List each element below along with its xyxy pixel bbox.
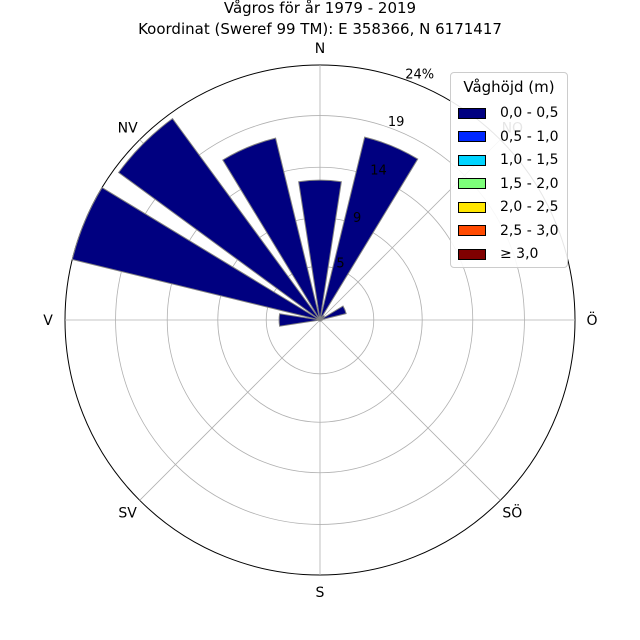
radial-tick-labels: 5 9 14 19 24% xyxy=(336,67,434,271)
chart-title: Vågros för år 1979 - 2019 xyxy=(224,0,416,17)
legend-title: Våghöjd (m) xyxy=(463,78,555,96)
legend-entry: 1,5 - 2,0 xyxy=(458,175,558,193)
direction-label: SÖ xyxy=(502,503,522,521)
direction-label: SV xyxy=(118,505,137,521)
radial-tick-label: 24% xyxy=(405,67,434,82)
legend-entry: 2,0 - 2,5 xyxy=(458,198,558,216)
legend-label: 0,5 - 1,0 xyxy=(500,128,559,145)
legend-entry: 0,5 - 1,0 xyxy=(458,128,558,146)
rose-bar xyxy=(222,137,321,321)
legend-label: 1,0 - 1,5 xyxy=(500,152,559,168)
legend-entry: 2,5 - 3,0 xyxy=(458,222,558,240)
radial-tick-label: 5 xyxy=(336,256,344,271)
rose-bar xyxy=(278,313,321,327)
radial-tick-label: 14 xyxy=(370,163,387,178)
legend-label: 1,5 - 2,0 xyxy=(500,175,559,192)
direction-label: S xyxy=(316,585,325,601)
rose-bar xyxy=(71,186,321,321)
direction-label: N xyxy=(315,41,325,57)
legend-swatch xyxy=(458,154,486,166)
legend-swatch xyxy=(458,131,486,142)
legend-swatch xyxy=(458,178,486,189)
rose-bar xyxy=(319,305,347,321)
legend-swatch xyxy=(458,107,486,119)
rose-bar xyxy=(117,117,321,321)
legend-entry: 0,0 - 0,5 xyxy=(458,104,558,122)
legend-label: 2,5 - 3,0 xyxy=(500,222,559,239)
direction-bars xyxy=(71,117,419,327)
legend-entry: 1,0 - 1,5 xyxy=(458,151,558,169)
legend-label: 2,0 - 2,5 xyxy=(500,199,559,215)
rose-bar xyxy=(319,136,419,321)
legend-swatch xyxy=(458,201,486,213)
legend-entry: ≥ 3,0 xyxy=(458,245,538,263)
legend-label: 0,0 - 0,5 xyxy=(500,105,559,121)
grid-spoke xyxy=(139,319,321,501)
direction-label: V xyxy=(43,313,53,329)
legend-swatch xyxy=(458,248,486,260)
legend-swatch xyxy=(458,225,486,236)
rose-bar xyxy=(298,179,342,321)
grid-spoke xyxy=(319,319,501,501)
radial-tick-label: 19 xyxy=(388,115,405,130)
direction-label: Ö xyxy=(586,311,597,329)
legend-label: ≥ 3,0 xyxy=(500,246,539,262)
radial-tick-label: 9 xyxy=(353,211,361,226)
chart-subtitle: Koordinat (Sweref 99 TM): E 358366, N 61… xyxy=(138,20,502,38)
legend: Våghöjd (m) 0,0 - 0,5 0,5 - 1,0 1,0 - 1,5 1… xyxy=(450,72,568,268)
direction-label: NV xyxy=(118,121,138,137)
